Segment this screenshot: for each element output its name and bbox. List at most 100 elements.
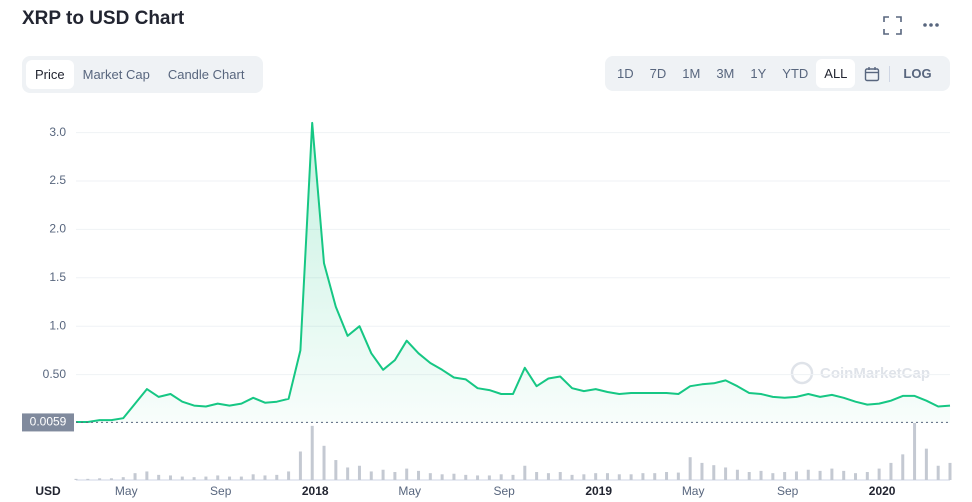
volume-bar	[405, 468, 409, 480]
x-tick-label: 2019	[585, 484, 612, 498]
volume-bar	[487, 475, 491, 480]
volume-bar	[263, 475, 267, 480]
volume-bar	[98, 478, 102, 480]
x-tick-label: Sep	[494, 484, 516, 498]
volume-bar	[688, 457, 692, 480]
volume-bar	[830, 468, 834, 480]
current-price-label: 0.0059	[30, 415, 67, 429]
volume-bar	[700, 462, 704, 480]
button[interactable]: YTD	[782, 66, 809, 81]
button[interactable]: Market Cap	[82, 67, 150, 82]
volume-bar	[121, 477, 125, 480]
volume-bar	[582, 474, 586, 480]
price-line	[76, 121, 951, 423]
y-tick-label: 3.0	[49, 125, 66, 139]
more-icon[interactable]	[923, 23, 939, 27]
button[interactable]: ALL	[816, 59, 856, 88]
volume-bar	[346, 467, 350, 480]
button[interactable]: 3M	[716, 66, 735, 81]
title: XRP to USD Chart	[22, 8, 185, 29]
volume-bar	[157, 474, 161, 480]
price-area	[76, 122, 950, 424]
watermark-text: CoinMarketCap	[820, 365, 930, 382]
button[interactable]: 7D	[649, 66, 667, 81]
volume-bar	[759, 470, 763, 480]
volume-bar	[523, 465, 527, 480]
tab-group: Price Market Cap Candle Chart	[22, 56, 263, 93]
volume-bar	[499, 474, 503, 480]
volume-bar	[889, 462, 893, 480]
x-tick-label: 2018	[302, 484, 329, 498]
volume-bar	[948, 462, 952, 480]
volume-bar	[724, 467, 728, 480]
button[interactable]: LOG	[903, 66, 932, 81]
volume-bar	[428, 473, 432, 480]
volume-bar	[287, 471, 291, 480]
volume-bar	[145, 471, 149, 480]
volume-bar	[629, 474, 633, 480]
volume-bar	[239, 476, 243, 480]
volume-bar	[322, 445, 326, 480]
volume-bar	[180, 476, 184, 480]
calendar-button[interactable]	[855, 65, 891, 82]
volume-bar	[854, 473, 858, 480]
x-tick-label: Sep	[777, 484, 799, 498]
volume-bar	[204, 476, 208, 480]
volume-bar	[558, 472, 562, 480]
volume-bar	[357, 465, 361, 480]
volume-bar	[605, 473, 609, 480]
watermark: CoinMarketCap	[790, 361, 930, 385]
volume-bar	[464, 474, 468, 480]
volume-bar	[334, 460, 338, 480]
volume-bar	[546, 473, 550, 480]
volume-bar	[393, 472, 397, 480]
volume-bar	[877, 468, 881, 480]
button[interactable]: Price	[26, 60, 74, 89]
volume-bar	[251, 474, 255, 480]
y-tick-label: 0.50	[43, 367, 67, 381]
button[interactable]: 1M	[682, 66, 701, 81]
volume-bar	[310, 425, 314, 480]
volume-bar	[228, 476, 232, 480]
button[interactable]: Candle Chart	[167, 67, 245, 82]
volume-bar	[771, 473, 775, 480]
x-tick-label: Sep	[210, 484, 232, 498]
volume-bar	[794, 471, 798, 480]
volume-bar	[74, 478, 78, 480]
y-tick-label: 2.5	[49, 173, 66, 187]
volume-bar	[275, 474, 279, 480]
volume-bar	[747, 472, 751, 480]
volume-bar	[641, 473, 645, 480]
volume-bar	[818, 470, 822, 480]
volume-bar	[901, 454, 905, 480]
button[interactable]: 1Y	[750, 66, 767, 81]
volume-bar	[653, 473, 657, 480]
x-tick-label: May	[115, 484, 138, 498]
volume-bar	[381, 469, 385, 480]
volume-bar	[440, 474, 444, 480]
volume-bar	[535, 472, 539, 480]
volume-bar	[735, 469, 739, 480]
volume-bar	[216, 475, 220, 480]
volume-bar	[452, 473, 456, 480]
currency-label: USD	[35, 484, 61, 498]
y-tick-label: 1.0	[49, 318, 66, 332]
volume-bar	[168, 475, 172, 480]
volume-bar	[133, 473, 137, 480]
expand-icon[interactable]	[883, 16, 902, 35]
volume-bar	[511, 474, 515, 480]
volume-bar	[192, 477, 196, 480]
volume-bar	[712, 465, 716, 480]
range-group: 1D 7D 1M 3M 1Y YTD ALL LOG	[605, 56, 950, 91]
volume-bar	[417, 470, 421, 480]
button[interactable]: 1D	[617, 66, 634, 81]
volume-bar	[936, 465, 940, 480]
volume-bar	[783, 472, 787, 480]
x-tick-label: May	[682, 484, 705, 498]
volume-bar	[570, 474, 574, 480]
volume-bar	[806, 469, 810, 480]
volume-bar	[109, 478, 113, 480]
y-tick-label: 2.0	[49, 222, 66, 236]
volume-bar	[665, 472, 669, 480]
